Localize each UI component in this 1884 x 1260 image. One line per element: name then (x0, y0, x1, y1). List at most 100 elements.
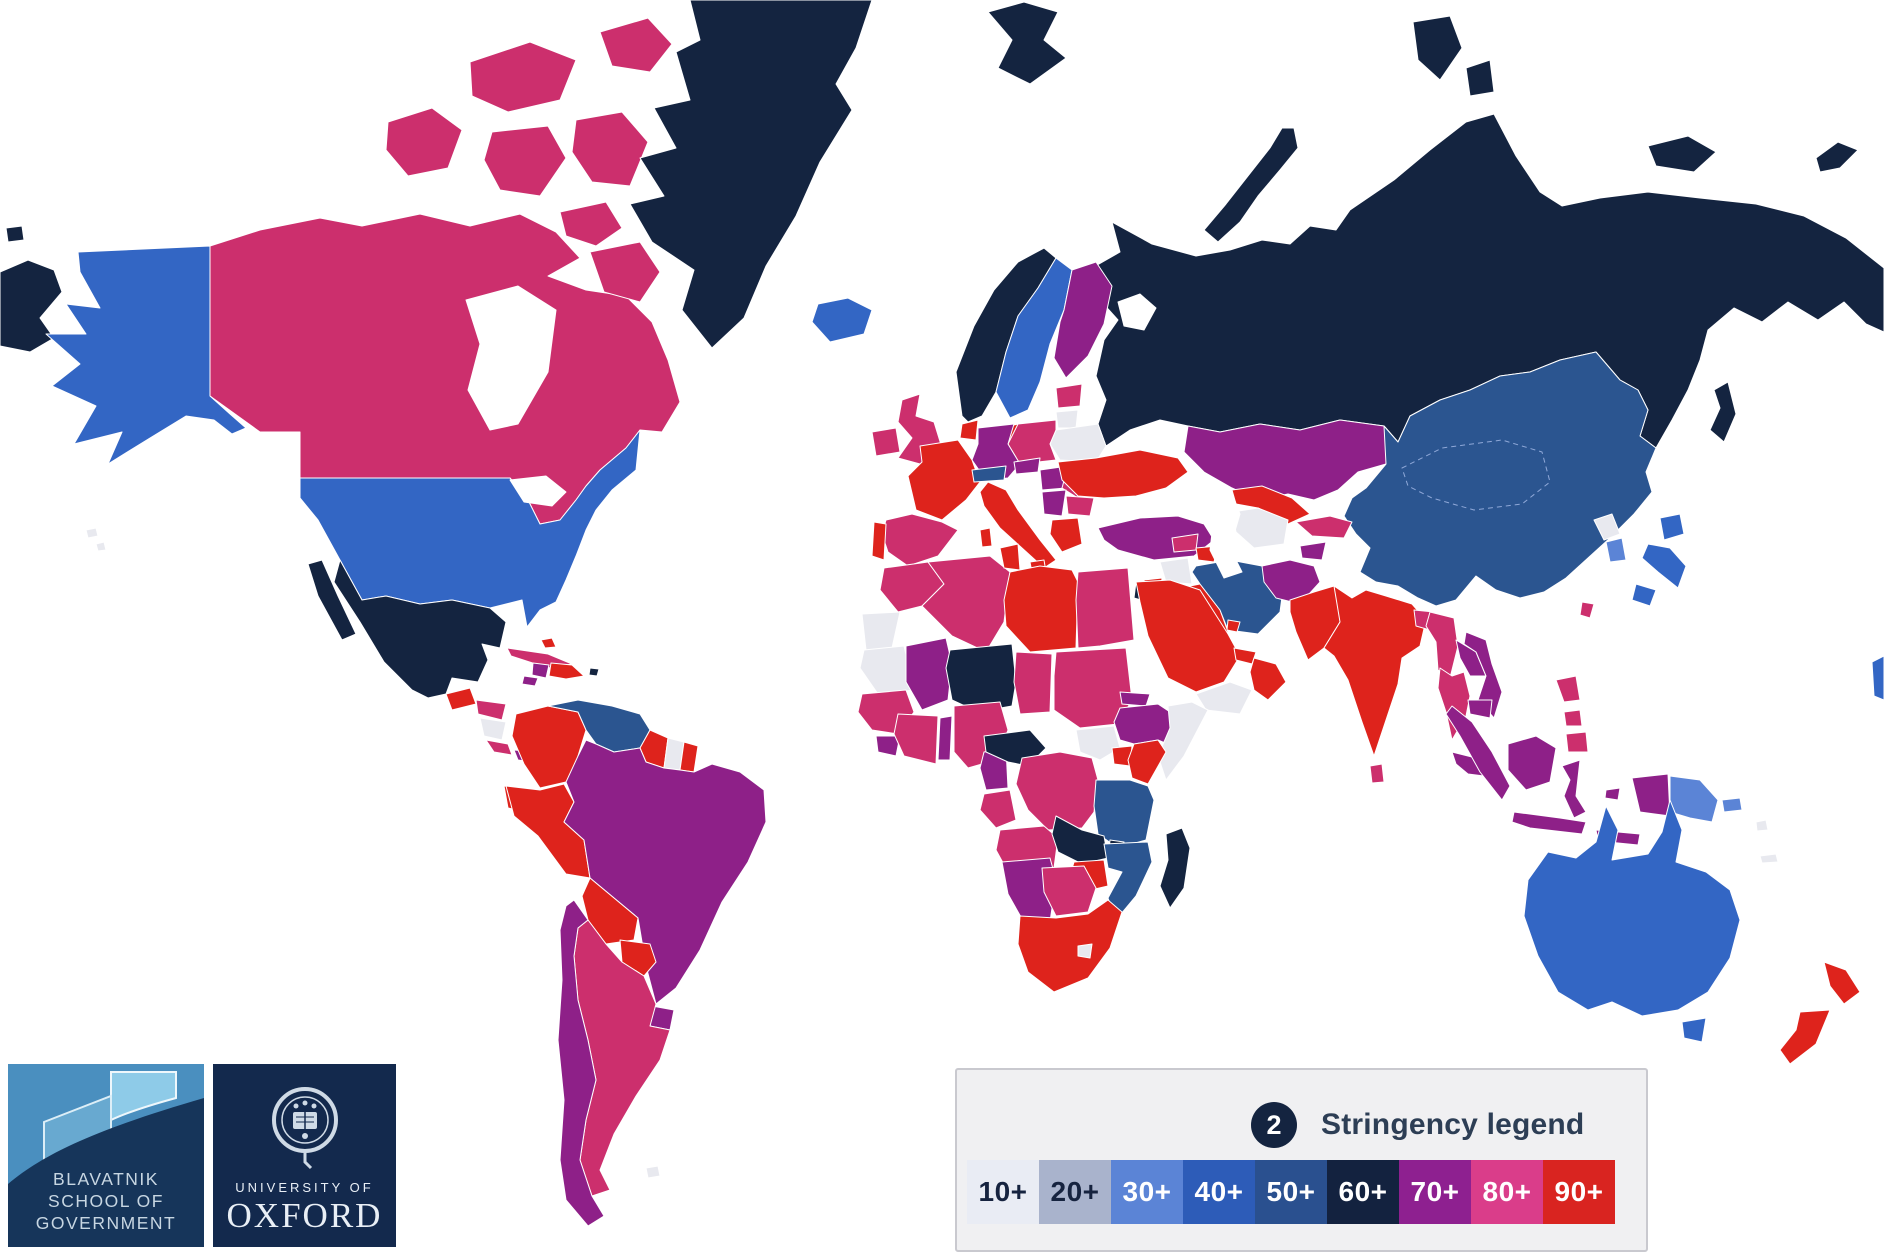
region-estonia-latvia[interactable] (1055, 383, 1083, 409)
region-switzerland-austria[interactable] (971, 465, 1007, 483)
region-kazakhstan[interactable] (1183, 419, 1399, 501)
region-japan-hokkaido[interactable] (1659, 513, 1685, 541)
region-ireland[interactable] (871, 427, 901, 457)
region-yemen[interactable] (1195, 681, 1253, 715)
region-cambodia[interactable] (1467, 699, 1493, 719)
region-maluku[interactable] (1604, 787, 1621, 801)
region-sakhalin[interactable] (1709, 381, 1737, 443)
region-new-zealand-north[interactable] (1823, 961, 1861, 1005)
region-chile[interactable] (557, 899, 605, 1227)
region-iceland[interactable] (811, 297, 873, 343)
region-finland[interactable] (1053, 261, 1113, 379)
region-new-britain[interactable] (1721, 797, 1743, 813)
region-baja-california[interactable] (307, 559, 357, 641)
region-mali[interactable] (905, 637, 953, 711)
region-papua-new-guinea[interactable] (1669, 775, 1719, 823)
region-nicaragua[interactable] (479, 717, 507, 741)
region-new-zealand-south[interactable] (1779, 1009, 1831, 1065)
region-egypt[interactable] (1075, 567, 1135, 649)
region-wrangel-island[interactable] (1815, 141, 1859, 173)
region-bulgaria[interactable] (1065, 495, 1095, 517)
region-kenya[interactable] (1127, 739, 1167, 785)
region-arctic-island-3[interactable] (483, 125, 567, 197)
region-myanmar[interactable] (1425, 611, 1459, 679)
region-benelux[interactable] (959, 419, 979, 441)
region-gabon-congo[interactable] (979, 789, 1017, 829)
region-kuwait[interactable] (1226, 619, 1241, 633)
region-west-papua[interactable] (1631, 773, 1671, 817)
region-severnaya-zemlya-2[interactable] (1465, 59, 1495, 97)
region-south-africa[interactable] (1017, 899, 1123, 993)
region-western-sahara[interactable] (861, 611, 901, 651)
region-sulawesi[interactable] (1561, 759, 1587, 819)
region-jamaica[interactable] (521, 675, 539, 687)
region-costa-rica[interactable] (485, 739, 513, 756)
region-cote-divoire-ghana[interactable] (893, 713, 939, 765)
region-severnaya-zemlya-1[interactable] (1412, 15, 1463, 81)
region-philippines-mindanao[interactable] (1565, 731, 1589, 753)
region-west-balkans[interactable] (1041, 489, 1067, 517)
region-togo-benin[interactable] (937, 715, 953, 761)
region-turkmenistan[interactable] (1231, 507, 1289, 549)
region-brazil[interactable] (563, 739, 767, 1005)
region-svalbard[interactable] (987, 1, 1067, 85)
region-baffin[interactable] (589, 241, 661, 303)
region-libya[interactable] (1003, 565, 1079, 653)
region-somalia[interactable] (1157, 701, 1209, 781)
region-uzbekistan[interactable] (1231, 485, 1311, 525)
region-hawaii-2[interactable] (95, 541, 107, 552)
region-japan-honshu[interactable] (1641, 543, 1687, 589)
region-dominican-republic[interactable] (548, 662, 585, 680)
region-fiji-wrap[interactable] (1871, 655, 1884, 701)
region-sardinia[interactable] (979, 527, 993, 548)
region-sudan[interactable] (1053, 647, 1133, 729)
region-philippines-visayas[interactable] (1563, 709, 1583, 727)
region-sri-lanka[interactable] (1369, 763, 1385, 784)
region-sumatra[interactable] (1445, 705, 1511, 801)
region-tasmania[interactable] (1681, 1017, 1707, 1043)
region-chukotka-islet[interactable] (5, 225, 25, 243)
region-greenland[interactable] (629, 0, 873, 349)
region-hawaii-1[interactable] (85, 527, 99, 539)
region-kyrgyzstan[interactable] (1295, 515, 1353, 539)
region-dr-congo[interactable] (1015, 751, 1099, 831)
region-saudi-arabia[interactable] (1135, 579, 1241, 693)
region-honduras[interactable] (475, 699, 507, 721)
region-eritrea-djibouti[interactable] (1119, 691, 1151, 707)
region-java[interactable] (1511, 811, 1587, 835)
region-sierra-leone-liberia[interactable] (875, 735, 901, 757)
region-falkland-islands[interactable] (645, 1165, 661, 1179)
region-new-siberian-islands[interactable] (1647, 135, 1717, 173)
region-solomon-islands[interactable] (1755, 819, 1769, 832)
region-czechia[interactable] (1013, 457, 1041, 475)
region-ukraine[interactable] (1057, 449, 1189, 499)
region-puerto-rico[interactable] (588, 667, 600, 677)
region-algeria[interactable] (921, 555, 1011, 653)
region-india[interactable] (1323, 585, 1427, 757)
region-alaska[interactable] (45, 245, 247, 465)
region-niger[interactable] (945, 643, 1017, 713)
region-tajikistan[interactable] (1299, 541, 1327, 561)
region-arctic-island-4[interactable] (571, 111, 649, 187)
region-paraguay[interactable] (619, 939, 657, 977)
region-north-korea[interactable] (1593, 513, 1621, 541)
region-lithuania[interactable] (1055, 409, 1079, 429)
region-borneo[interactable] (1507, 735, 1557, 791)
region-australia[interactable] (1523, 799, 1741, 1017)
region-madagascar[interactable] (1159, 827, 1191, 909)
region-arctic-island-1[interactable] (385, 107, 463, 177)
region-arctic-island-5[interactable] (599, 17, 673, 73)
region-taiwan[interactable] (1579, 601, 1595, 619)
region-bahamas[interactable] (540, 637, 557, 649)
region-guatemala[interactable] (445, 687, 477, 711)
region-greece[interactable] (1049, 517, 1083, 553)
region-haiti[interactable] (531, 662, 550, 679)
region-new-caledonia[interactable] (1759, 853, 1779, 864)
region-lesotho[interactable] (1077, 943, 1093, 959)
region-arctic-island-6[interactable] (559, 201, 623, 247)
region-oman[interactable] (1249, 657, 1287, 701)
region-mexico[interactable] (333, 559, 507, 699)
region-belarus[interactable] (1049, 423, 1107, 463)
region-chad[interactable] (1013, 651, 1053, 715)
